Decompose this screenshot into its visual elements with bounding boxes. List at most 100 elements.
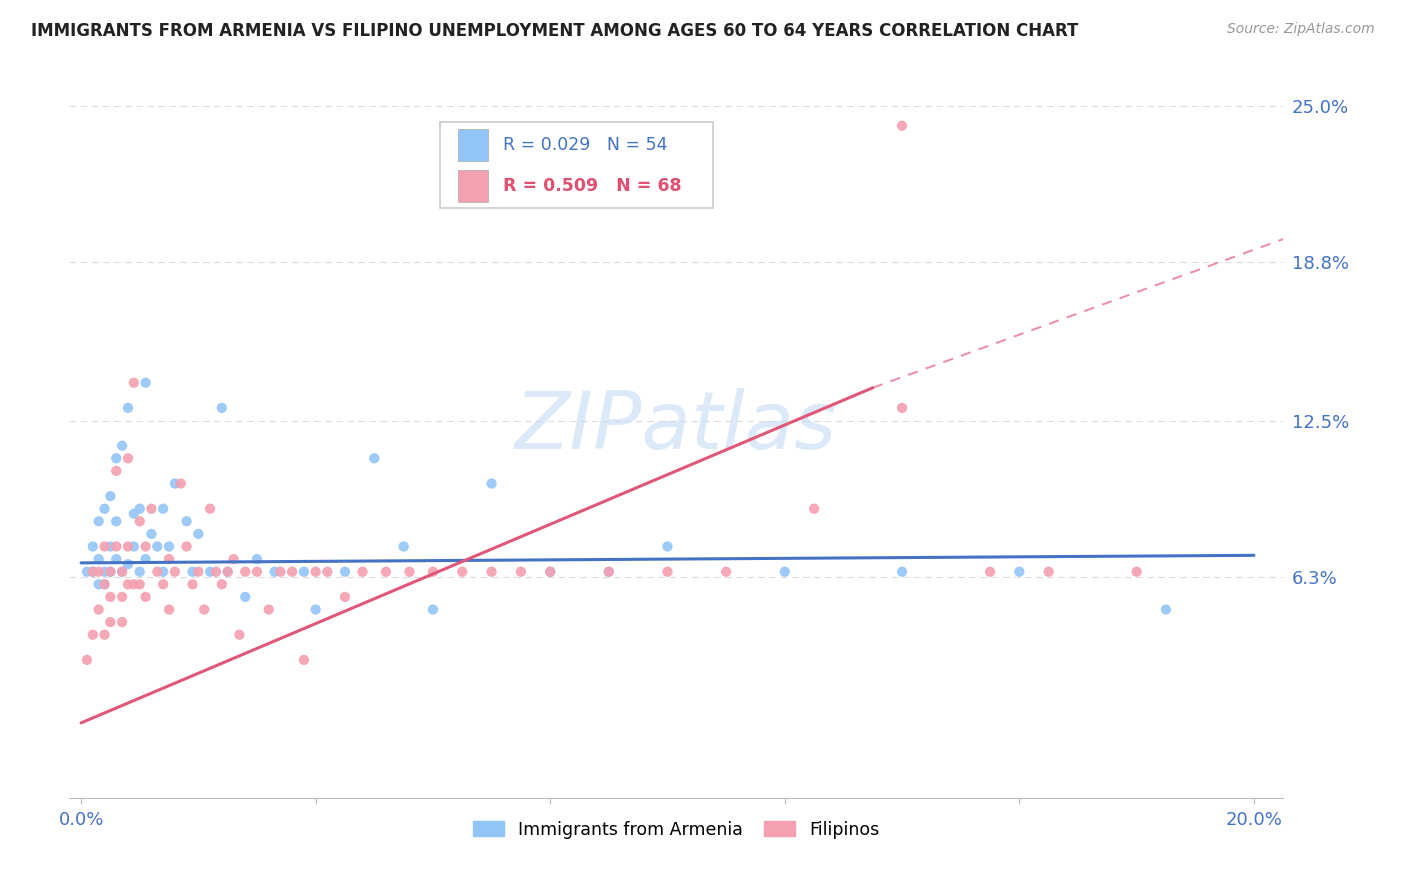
Point — [146, 540, 169, 554]
Point — [111, 565, 134, 579]
Point — [891, 401, 914, 415]
Point — [93, 501, 115, 516]
Point — [181, 565, 204, 579]
Point — [135, 376, 157, 390]
Point — [205, 565, 228, 579]
Point — [135, 590, 157, 604]
Legend: Immigrants from Armenia, Filipinos: Immigrants from Armenia, Filipinos — [467, 814, 886, 846]
Point — [422, 565, 444, 579]
Point — [257, 602, 280, 616]
Point — [375, 565, 398, 579]
Point — [82, 628, 104, 642]
Point — [128, 514, 150, 528]
Point — [93, 577, 115, 591]
Point — [135, 552, 157, 566]
Point — [111, 565, 134, 579]
Point — [117, 540, 139, 554]
Point — [87, 552, 110, 566]
Point — [105, 464, 128, 478]
Point — [451, 565, 474, 579]
Point — [211, 401, 233, 415]
Text: IMMIGRANTS FROM ARMENIA VS FILIPINO UNEMPLOYMENT AMONG AGES 60 TO 64 YEARS CORRE: IMMIGRANTS FROM ARMENIA VS FILIPINO UNEM… — [31, 22, 1078, 40]
Point — [422, 602, 444, 616]
Point — [481, 476, 503, 491]
Point — [152, 565, 174, 579]
Point — [117, 401, 139, 415]
Point — [481, 565, 503, 579]
Point — [233, 565, 256, 579]
Point — [93, 540, 115, 554]
Point — [82, 565, 104, 579]
Point — [122, 507, 145, 521]
Point — [657, 540, 679, 554]
Point — [163, 476, 186, 491]
FancyBboxPatch shape — [458, 170, 488, 202]
Point — [187, 565, 209, 579]
Point — [392, 540, 415, 554]
Point — [128, 565, 150, 579]
Point — [363, 451, 385, 466]
Point — [122, 376, 145, 390]
Point — [82, 540, 104, 554]
Point — [246, 565, 269, 579]
Point — [598, 565, 620, 579]
Point — [157, 552, 180, 566]
Point — [598, 565, 620, 579]
Point — [181, 577, 204, 591]
Point — [76, 653, 98, 667]
Point — [1038, 565, 1060, 579]
Point — [93, 577, 115, 591]
Point — [170, 476, 193, 491]
Point — [152, 577, 174, 591]
Point — [193, 602, 215, 616]
Point — [263, 565, 285, 579]
Point — [891, 119, 914, 133]
Point — [217, 565, 239, 579]
Point — [87, 565, 110, 579]
FancyBboxPatch shape — [440, 122, 713, 208]
Point — [105, 451, 128, 466]
Point — [152, 501, 174, 516]
Point — [292, 565, 315, 579]
Point — [93, 628, 115, 642]
Point — [304, 602, 326, 616]
Point — [111, 590, 134, 604]
Point — [100, 489, 122, 503]
Point — [217, 565, 239, 579]
Point — [304, 565, 326, 579]
Text: ZIPatlas: ZIPatlas — [515, 388, 838, 466]
Point — [117, 577, 139, 591]
Point — [891, 565, 914, 579]
Text: R = 0.029   N = 54: R = 0.029 N = 54 — [503, 136, 668, 154]
Text: R = 0.509   N = 68: R = 0.509 N = 68 — [503, 177, 682, 195]
Point — [1125, 565, 1147, 579]
Point — [269, 565, 291, 579]
Point — [979, 565, 1001, 579]
Point — [100, 540, 122, 554]
Point — [76, 565, 98, 579]
Point — [122, 540, 145, 554]
Point — [714, 565, 737, 579]
Point — [157, 540, 180, 554]
Point — [538, 565, 561, 579]
Point — [163, 565, 186, 579]
Point — [111, 615, 134, 629]
Point — [316, 565, 339, 579]
Point — [292, 653, 315, 667]
Point — [176, 514, 198, 528]
Point — [333, 565, 356, 579]
Point — [141, 501, 163, 516]
Point — [198, 565, 221, 579]
Point — [233, 590, 256, 604]
Point — [141, 527, 163, 541]
Point — [228, 628, 250, 642]
Point — [538, 565, 561, 579]
Point — [100, 565, 122, 579]
Point — [187, 527, 209, 541]
Point — [281, 565, 304, 579]
Point — [128, 501, 150, 516]
Point — [146, 565, 169, 579]
Point — [87, 602, 110, 616]
Point — [100, 590, 122, 604]
Point — [352, 565, 374, 579]
